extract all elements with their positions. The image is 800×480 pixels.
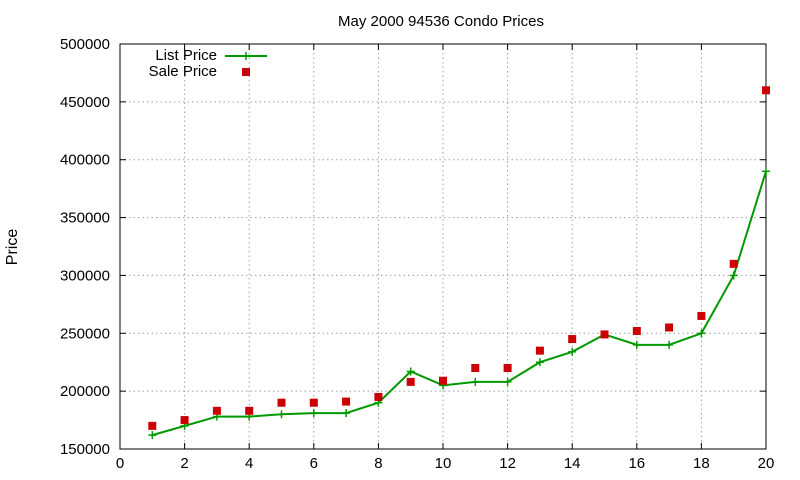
y-tick-label: 450000 [60, 94, 110, 111]
x-tick-label: 10 [435, 455, 452, 472]
list-price-point [535, 358, 544, 367]
list-price-point [342, 409, 351, 418]
x-tick-label: 14 [564, 455, 581, 472]
list-price-point [471, 377, 480, 386]
y-tick-label: 350000 [60, 210, 110, 227]
sale-price-point [632, 326, 641, 335]
x-tick-label: 6 [310, 455, 318, 472]
tick-labels: 0 2 4 6 8 10 12 14 16 18 20 150000 200000 250000 30000… [60, 36, 774, 472]
list-price-point [697, 329, 706, 338]
sale-price-point [374, 392, 383, 401]
list-price-point [277, 410, 286, 419]
list-price-point [632, 340, 641, 349]
sale-price-point [406, 377, 415, 386]
sale-price-point [568, 335, 577, 344]
list-price-point [729, 271, 738, 280]
sale-price-point [697, 311, 706, 320]
x-tick-label: 4 [245, 455, 253, 472]
y-tick-label: 250000 [60, 325, 110, 342]
sale-price-point [503, 364, 512, 372]
legend-label-list-price: List Price [155, 47, 217, 64]
list-price-point [309, 409, 318, 418]
sale-price-point [180, 416, 189, 425]
list-price-line [152, 170, 767, 437]
series-layer [148, 86, 770, 440]
x-tick-label: 18 [693, 455, 710, 472]
sale-price-point [277, 398, 286, 407]
sale-price-point [342, 397, 351, 406]
sale-price-point [762, 86, 770, 95]
sale-price-point [148, 421, 157, 430]
sale-price-point [665, 323, 674, 332]
list-price-point [406, 367, 415, 376]
sale-price-point [309, 398, 318, 407]
list-price-point [148, 431, 157, 440]
x-tick-label: 2 [180, 455, 188, 472]
list-price-point [503, 377, 512, 386]
y-tick-label: 200000 [60, 383, 110, 400]
legend-label-sale-price: Sale Price [149, 63, 217, 80]
x-tick-label: 8 [374, 455, 382, 472]
sale-price-point [439, 376, 447, 385]
y-tick-label: 500000 [60, 36, 110, 53]
y-axis-label: Price [4, 229, 21, 266]
sale-price-point [471, 364, 480, 372]
sale-price-point [245, 406, 254, 415]
list-price-point [665, 340, 674, 349]
sale-price-point [212, 406, 221, 415]
x-tick-label: 0 [116, 455, 124, 472]
x-tick-label: 20 [758, 455, 775, 472]
x-tick-label: 16 [628, 455, 645, 472]
y-tick-label: 400000 [60, 152, 110, 169]
chart-title: May 2000 94536 Condo Prices [338, 13, 544, 30]
legend: List Price Sale Price [149, 47, 267, 80]
y-tick-label: 300000 [60, 267, 110, 284]
y-tick-label: 150000 [60, 441, 110, 458]
list-price-point [568, 347, 577, 356]
list-price-point [762, 167, 770, 176]
grid-layer [120, 44, 766, 449]
sale-price-point [535, 346, 544, 355]
x-tick-label: 12 [499, 455, 516, 472]
legend-swatch-sale-price [242, 68, 250, 76]
sale-price-point [729, 259, 738, 268]
sale-price-point [600, 330, 609, 339]
